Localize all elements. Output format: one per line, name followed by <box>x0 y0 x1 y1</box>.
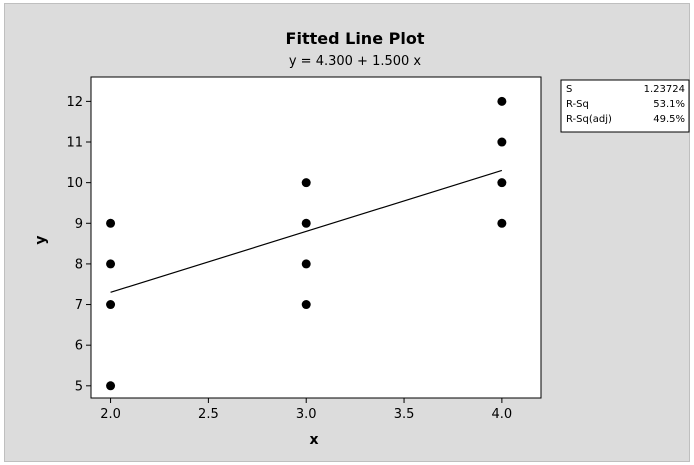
x-tick-label: 4.0 <box>492 407 513 422</box>
data-point <box>497 96 507 106</box>
y-axis-ticks: 5 6 7 8 9 10 11 12 <box>66 95 91 394</box>
stats-rows: S 1.23724 R-Sq 53.1% R-Sq(adj) 49.5% <box>566 84 685 125</box>
data-point <box>106 218 116 228</box>
fit-line-group <box>110 169 503 293</box>
y-tick-label: 8 <box>75 257 83 272</box>
data-point <box>106 259 116 269</box>
chart-title: Fitted Line Plot <box>286 29 425 48</box>
x-axis-ticks: 2.0 2.5 3.0 3.5 4.0 <box>100 398 512 422</box>
stats-box: S 1.23724 R-Sq 53.1% R-Sq(adj) 49.5% <box>560 79 690 133</box>
stat-label: R-Sq <box>566 99 589 110</box>
regression-equation: y = 4.300 + 1.500 x <box>289 54 422 69</box>
data-points <box>106 96 507 391</box>
data-point <box>106 381 116 391</box>
stat-value: 53.1% <box>653 99 685 110</box>
data-point <box>497 137 507 147</box>
y-tick-label: 6 <box>75 339 83 354</box>
y-tick-label: 12 <box>66 95 83 110</box>
data-point <box>301 178 311 188</box>
stats-box-frame <box>560 79 690 133</box>
data-point <box>497 178 507 188</box>
x-tick-label: 3.0 <box>296 407 317 422</box>
y-tick-label: 5 <box>75 379 83 394</box>
data-point <box>106 300 116 310</box>
y-tick-label: 7 <box>75 298 83 313</box>
x-tick-label: 2.5 <box>198 407 219 422</box>
fitted-line <box>110 169 503 293</box>
stat-value: 1.23724 <box>644 84 685 95</box>
x-tick-label: 3.5 <box>394 407 415 422</box>
y-tick-label: 9 <box>75 217 83 232</box>
stat-label: S <box>566 84 572 95</box>
data-point <box>497 218 507 228</box>
stat-label: R-Sq(adj) <box>566 114 612 125</box>
plot-area <box>90 76 542 399</box>
y-tick-label: 10 <box>66 176 83 191</box>
y-axis-label: y <box>33 235 49 244</box>
stat-value: 49.5% <box>653 114 685 125</box>
y-tick-label: 11 <box>66 136 83 151</box>
data-point <box>301 218 311 228</box>
data-point <box>301 300 311 310</box>
x-axis-label: x <box>309 432 318 448</box>
data-point <box>301 259 311 269</box>
x-tick-label: 2.0 <box>100 407 121 422</box>
